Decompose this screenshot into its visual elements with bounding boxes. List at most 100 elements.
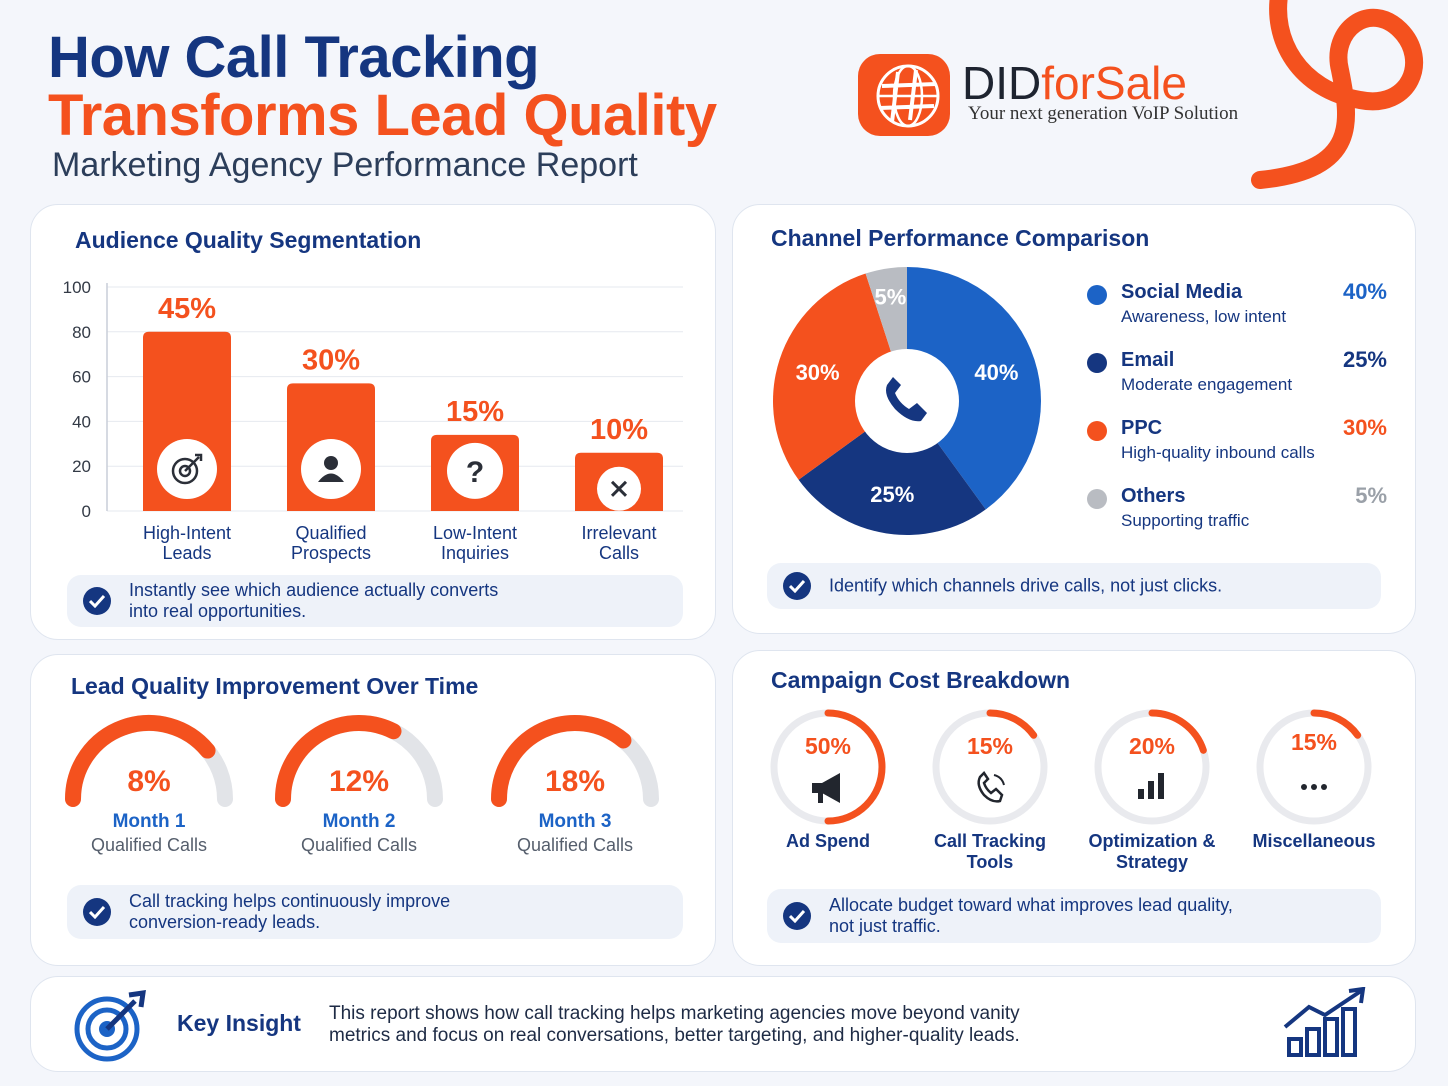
page-title-line1: How Call Tracking	[48, 25, 540, 90]
y-tick-label: 80	[72, 323, 91, 342]
brand-name: DIDforSale	[962, 56, 1187, 110]
gauge-arc	[65, 715, 233, 807]
channel-legend: Social Media Awareness, low intent 40% Emai…	[1087, 279, 1387, 561]
page-title-line2: Transforms Lead Quality	[48, 83, 717, 148]
growth-chart-icon	[1283, 987, 1366, 1057]
phone-icon	[977, 771, 1005, 803]
dots-icon	[1301, 784, 1327, 790]
channel-card-title: Channel Performance Comparison	[771, 225, 1150, 251]
legend-value: 30%	[1342, 415, 1387, 440]
svg-text:?: ?	[466, 456, 484, 489]
question-icon: ?	[447, 442, 503, 499]
cost-label: Ad Spend	[786, 831, 870, 851]
legend-name: Others	[1121, 485, 1186, 507]
pie-center	[855, 349, 959, 453]
key-insight-text: This report shows how call tracking help…	[329, 1003, 1020, 1046]
gauge-month: Month 1	[112, 811, 186, 832]
pie-slice	[773, 273, 907, 480]
category-label: Prospects	[291, 543, 371, 563]
check-icon	[83, 587, 111, 615]
check-icon	[83, 898, 111, 926]
cost-label: Miscellaneous	[1252, 831, 1376, 851]
lead-quality-gauges: 8% Month 1 Qualified Calls 12% Month 2 Qualif…	[31, 711, 717, 881]
bar-value-label: 30%	[302, 344, 360, 376]
pie-slice-label: 5%	[875, 284, 907, 309]
y-tick-label: 100	[63, 278, 91, 297]
bar-value-label: 10%	[590, 414, 648, 446]
lead-quality-card-title: Lead Quality Improvement Over Time	[71, 673, 479, 699]
gauge-label: Qualified Calls	[300, 835, 418, 855]
pie-slice	[907, 267, 1041, 510]
gauge: 18% Month 3 Qualified Calls	[485, 711, 665, 871]
legend-dot	[1087, 285, 1107, 305]
campaign-cost-card: Campaign Cost Breakdown 50% Ad Spend 15% Ca…	[732, 650, 1416, 966]
legend-desc: Moderate engagement	[1121, 375, 1293, 394]
brand-tagline: Your next generation VoIP Solution	[968, 103, 1239, 124]
check-icon	[783, 572, 811, 600]
check-icon	[783, 902, 811, 930]
gauge-arc	[491, 715, 659, 807]
ring-fill	[986, 709, 1038, 739]
lead-quality-note: Call tracking helps continuously improve…	[67, 885, 683, 939]
legend-name: Social Media	[1121, 281, 1243, 303]
target-icon	[157, 439, 217, 499]
audience-note-text: Instantly see which audience actually co…	[129, 580, 499, 621]
campaign-cost-note-text: Allocate budget toward what improves lea…	[829, 895, 1233, 936]
legend-value: 25%	[1342, 347, 1387, 372]
gauge-label: Qualified Calls	[90, 835, 208, 855]
lead-quality-card: Lead Quality Improvement Over Time 8% Mon…	[30, 654, 716, 966]
y-tick-label: 20	[72, 457, 91, 476]
campaign-cost-note: Allocate budget toward what improves lea…	[767, 889, 1381, 943]
gauge-value: 12%	[328, 765, 390, 798]
bar-chart-icon	[1138, 773, 1164, 799]
legend-desc: Awareness, low intent	[1121, 307, 1287, 326]
decorative-swirl-icon	[1251, 0, 1424, 189]
megaphone-icon	[812, 773, 840, 803]
ring-fill	[824, 709, 886, 825]
cost-ring: 50% Ad Spend	[743, 703, 913, 883]
legend-dot	[1087, 421, 1107, 441]
gauge-value: 8%	[127, 765, 171, 798]
y-tick-label: 40	[72, 412, 91, 431]
channel-pie-chart: 40% 25% 30% 5%	[773, 267, 1041, 535]
ring-fill	[1310, 709, 1362, 739]
cost-value: 50%	[804, 733, 852, 759]
cost-ring-chart	[770, 709, 886, 825]
gauge: 8% Month 1 Qualified Calls	[59, 711, 239, 871]
gauge-value: 18%	[544, 765, 606, 798]
category-label: Calls	[599, 543, 639, 563]
audience-segmentation-card: Audience Quality Segmentation 100 80 60 40 2…	[30, 204, 716, 640]
globe-logo-icon	[858, 54, 950, 136]
gauge-fill	[275, 715, 402, 807]
gauge-arc	[275, 715, 443, 807]
gauge: 12% Month 2 Qualified Calls	[269, 711, 449, 871]
cost-value: 20%	[1128, 733, 1176, 759]
lead-quality-note-text: Call tracking helps continuously improve…	[129, 891, 451, 932]
gauge-month: Month 3	[538, 811, 612, 832]
gauge-label: Qualified Calls	[516, 835, 634, 855]
cost-ring-chart	[1094, 709, 1210, 825]
gauge-fill	[65, 715, 216, 807]
campaign-cost-rings: 50% Ad Spend 15% Call Tracking Tools 20% Opti…	[733, 703, 1417, 883]
category-label: Low-Intent	[433, 523, 517, 543]
cost-ring-chart	[1256, 709, 1372, 825]
legend-name: Email	[1121, 349, 1175, 371]
x-icon	[597, 466, 641, 511]
pie-slice-label: 40%	[974, 360, 1018, 385]
person-icon	[301, 439, 361, 499]
channel-note-text: Identify which channels drive calls, not…	[829, 575, 1223, 596]
bar-value-label: 45%	[158, 293, 216, 325]
audience-card-title: Audience Quality Segmentation	[75, 227, 422, 253]
pie-slice	[798, 401, 986, 535]
bar-value-label: 15%	[446, 396, 504, 428]
cost-value: 15%	[1290, 729, 1338, 755]
cost-label: Call Tracking Tools	[933, 831, 1047, 872]
category-label: Qualified	[295, 523, 366, 543]
legend-value: 40%	[1342, 279, 1387, 304]
legend-desc: Supporting traffic	[1121, 511, 1250, 530]
category-label: High-Intent	[143, 523, 231, 543]
cost-ring: 15% Miscellaneous	[1229, 703, 1399, 883]
key-insight-banner: Key Insight This report shows how call t…	[30, 976, 1416, 1072]
category-label: Irrelevant	[581, 523, 656, 543]
